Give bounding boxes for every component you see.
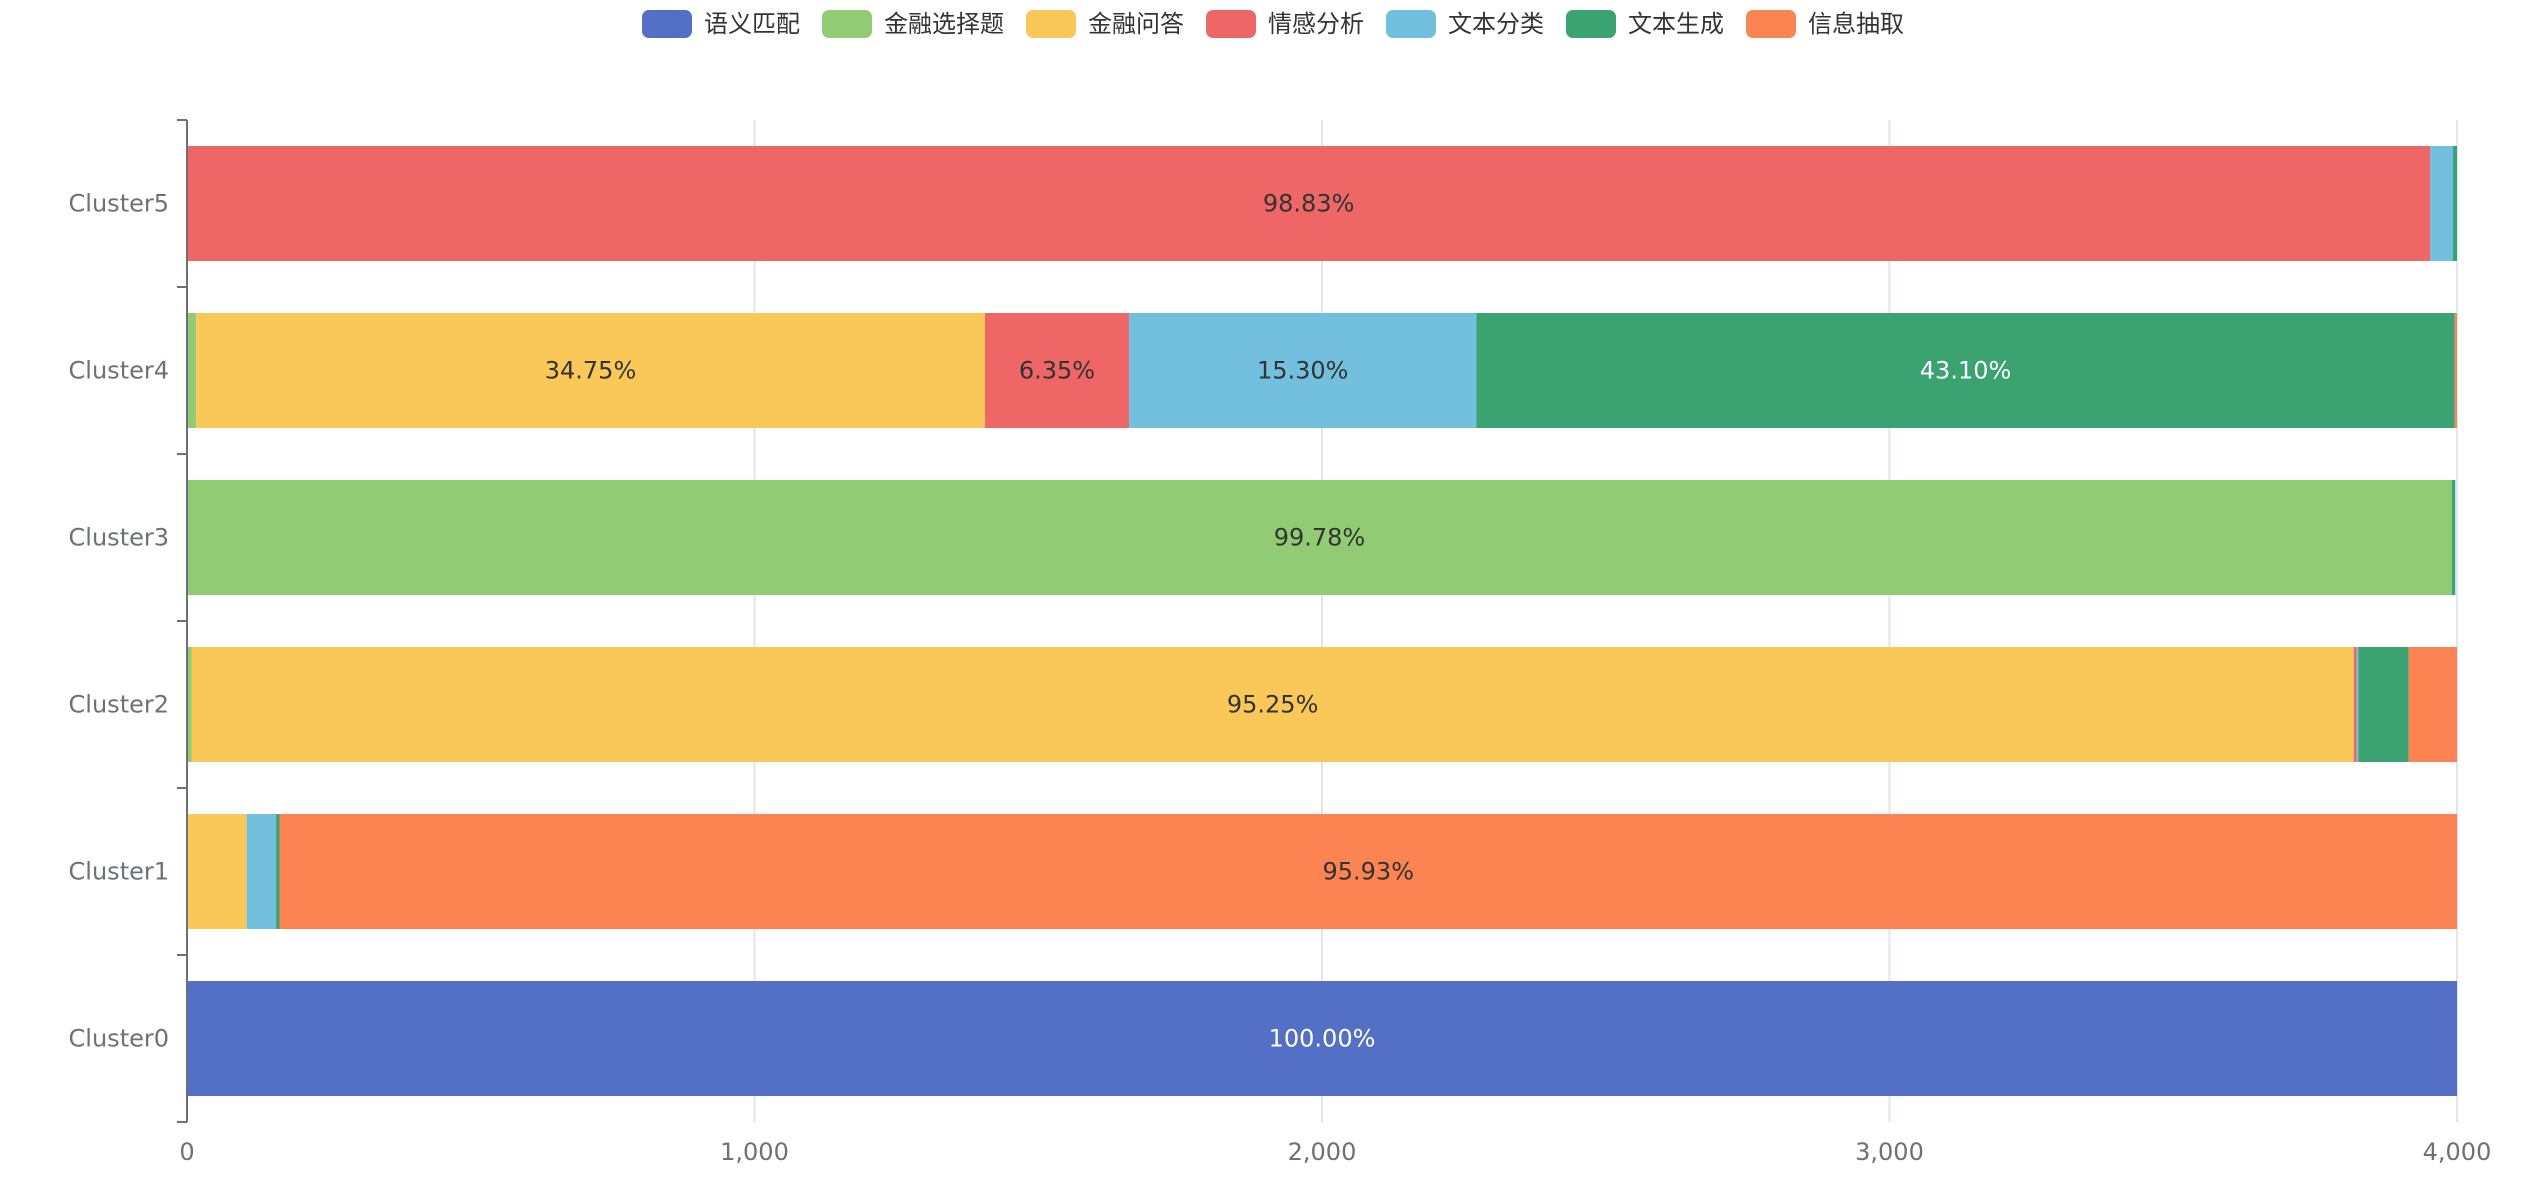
legend-swatch-2 [1026, 10, 1076, 38]
y-tick-label-cluster5: Cluster5 [69, 190, 169, 218]
bar-segment-cluster4-s5 [1476, 313, 2455, 428]
bar-segment-cluster3-s1 [187, 480, 2452, 595]
legend-item-2[interactable]: 金融问答 [1026, 10, 1184, 38]
legend-swatch-6 [1746, 10, 1796, 38]
bar-segment-cluster1-s2 [187, 814, 247, 929]
bar-segment-cluster2-s3 [2353, 647, 2357, 762]
bars [187, 146, 2458, 1096]
x-tick-label-4: 4,000 [2423, 1138, 2492, 1166]
bar-segment-cluster2-s2 [191, 647, 2354, 762]
data-label-cluster4-s2: 34.75% [545, 357, 637, 385]
x-tick-label-3: 3,000 [1855, 1138, 1924, 1166]
legend-item-1[interactable]: 金融选择题 [822, 10, 1004, 38]
y-tick-label-cluster2: Cluster2 [69, 691, 169, 719]
data-label-cluster4-s3: 6.35% [1019, 357, 1095, 385]
legend-swatch-5 [1566, 10, 1616, 38]
bar-segment-cluster2-s6 [2408, 647, 2457, 762]
legend-swatch-0 [642, 10, 692, 38]
bar-segment-cluster5-s5 [2453, 146, 2457, 261]
legend-item-6[interactable]: 信息抽取 [1746, 10, 1904, 38]
legend: 语义匹配 金融选择题 金融问答 情感分析 文本分类 文本生成 信息抽取 [642, 10, 1904, 38]
data-label-cluster2-s2: 95.25% [1227, 691, 1319, 719]
grid-lines [753, 120, 2458, 1122]
bar-segment-cluster1-s6 [279, 814, 2458, 929]
data-label-cluster3-s1: 99.78% [1274, 524, 1366, 552]
bar-segment-cluster3-s5 [2451, 480, 2456, 595]
legend-label-2: 金融问答 [1088, 10, 1184, 38]
bar-labels: 100.00% 99.78% 95.25% 34.75% 6.35% 98.83% 15.3… [545, 190, 2012, 1053]
bar-segment-cluster5-s3 [187, 146, 2431, 261]
bar-segment-cluster2-s5 [2358, 647, 2409, 762]
data-label-cluster5-s3: 98.83% [1263, 190, 1355, 218]
axes: Cluster0 Cluster1 Cluster2 Cluster3 Cluster4… [69, 119, 2492, 1166]
legend-item-4[interactable]: 文本分类 [1386, 10, 1544, 38]
legend-item-5[interactable]: 文本生成 [1566, 10, 1724, 38]
legend-item-0[interactable]: 语义匹配 [642, 10, 800, 38]
y-tick-label-cluster4: Cluster4 [69, 357, 169, 385]
bar-segment-cluster1-s4 [246, 814, 277, 929]
x-tick-label-0: 0 [179, 1138, 194, 1166]
data-label-cluster0-s0: 100.00% [1269, 1025, 1376, 1053]
y-tick-label-cluster0: Cluster0 [69, 1025, 169, 1053]
bar-segment-cluster5-s4 [2430, 146, 2454, 261]
bar-segment-cluster2-s4 [2356, 647, 2359, 762]
legend-label-4: 文本分类 [1448, 10, 1544, 38]
bar-segment-cluster1-s5 [276, 814, 280, 929]
bar-segment-cluster4-s1 [187, 313, 197, 428]
data-label-cluster4-s5: 43.10% [1920, 357, 2012, 385]
data-label-cluster1-s6: 95.93% [1322, 858, 1414, 886]
bar-segment-cluster4-s3 [984, 313, 1130, 428]
x-tick-label-1: 1,000 [720, 1138, 789, 1166]
bar-segment-cluster4-s6 [2454, 313, 2457, 428]
legend-swatch-4 [1386, 10, 1436, 38]
bar-segment-cluster4-s4 [1129, 313, 1477, 428]
legend-label-1: 金融选择题 [884, 10, 1004, 38]
legend-label-6: 信息抽取 [1808, 10, 1904, 38]
legend-swatch-3 [1206, 10, 1256, 38]
bar-segment-cluster2-s1 [187, 647, 192, 762]
bar-segment-cluster0-s0 [187, 981, 2457, 1096]
bar-segment-cluster4-s2 [196, 313, 985, 428]
y-tick-label-cluster1: Cluster1 [69, 858, 169, 886]
data-label-cluster4-s4: 15.30% [1257, 357, 1349, 385]
legend-label-5: 文本生成 [1628, 10, 1724, 38]
x-tick-label-2: 2,000 [1288, 1138, 1357, 1166]
legend-label-3: 情感分析 [1268, 10, 1364, 38]
legend-label-0: 语义匹配 [704, 10, 800, 38]
legend-swatch-1 [822, 10, 872, 38]
legend-item-3[interactable]: 情感分析 [1206, 10, 1364, 38]
y-tick-label-cluster3: Cluster3 [69, 524, 169, 552]
